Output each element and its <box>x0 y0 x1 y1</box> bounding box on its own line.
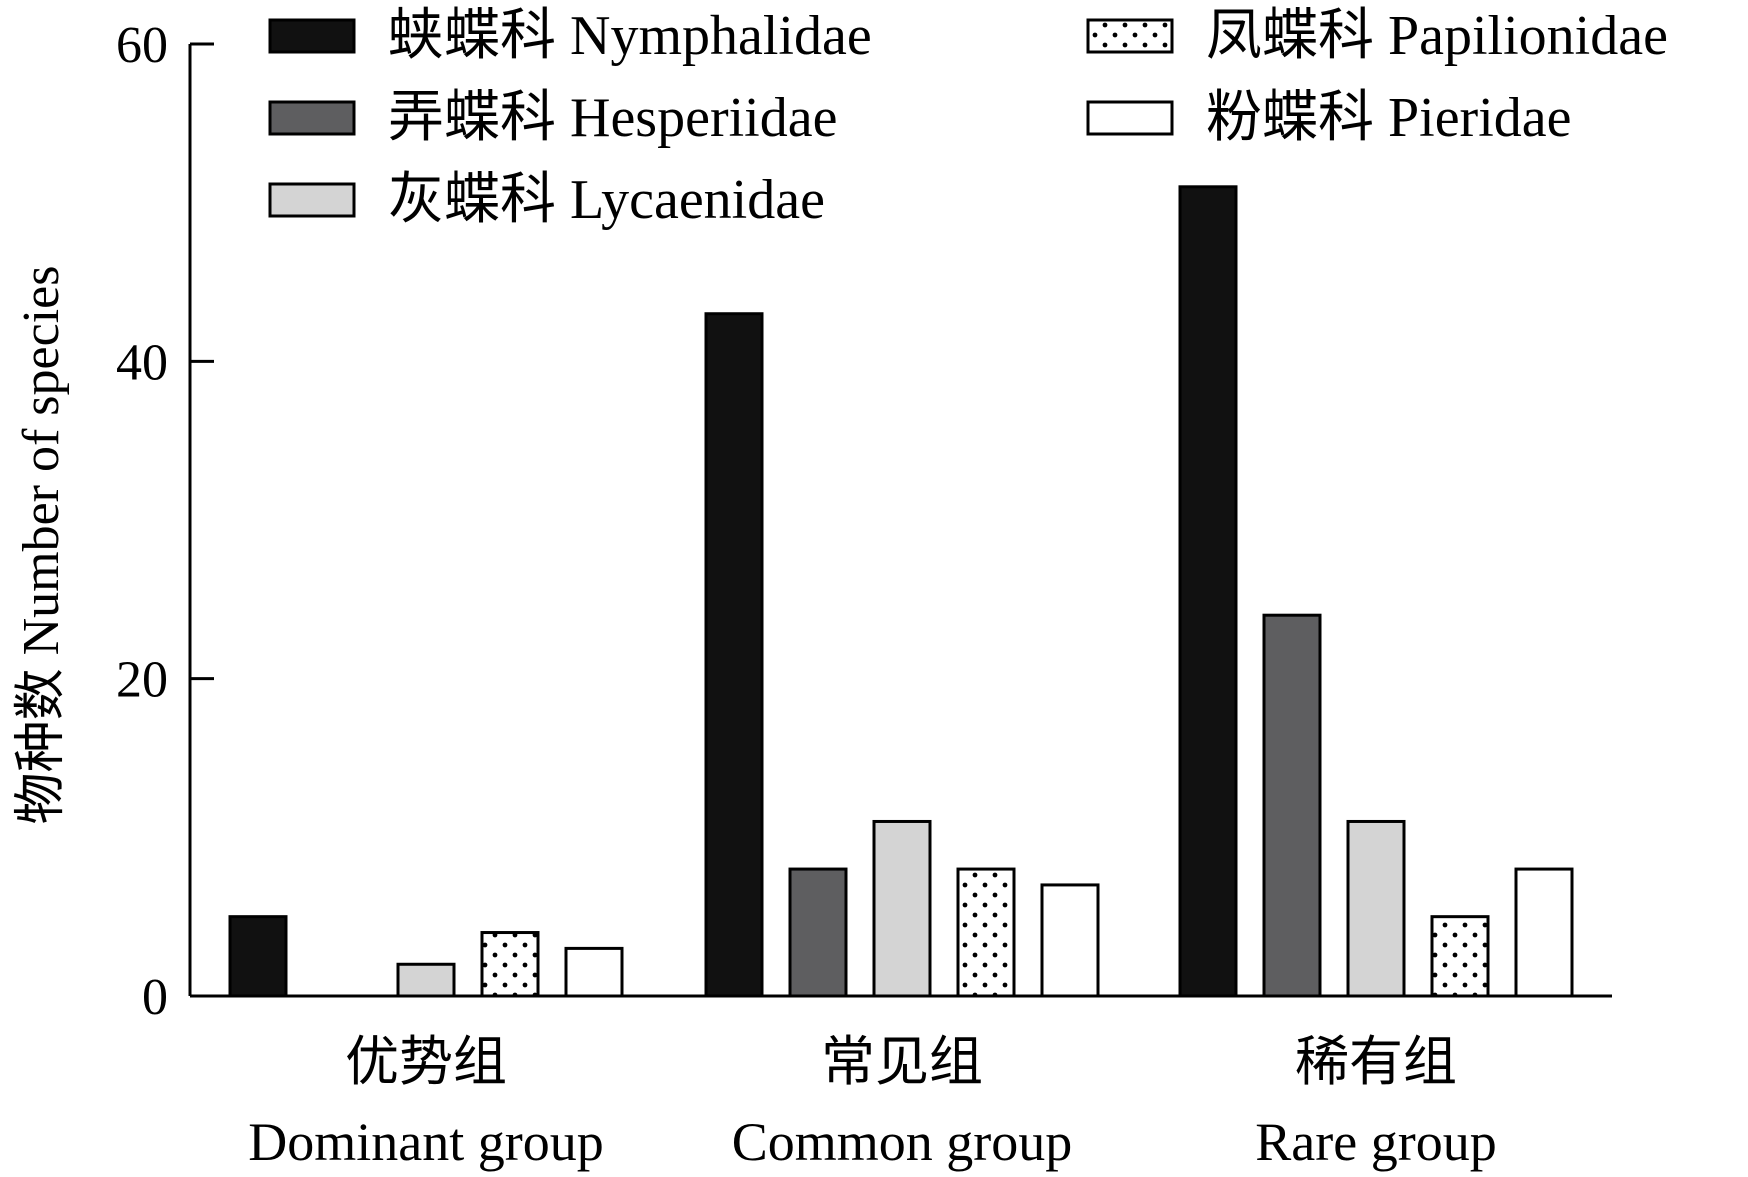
legend-swatch <box>268 100 356 136</box>
bar <box>1346 819 1406 998</box>
bar <box>1040 883 1100 998</box>
bars-layer <box>228 185 1574 998</box>
legend-label: 蛱蝶科 Nymphalidae <box>388 5 872 67</box>
bar <box>480 931 540 998</box>
y-tick-label: 20 <box>116 652 168 709</box>
x-tick-label-zh: 稀有组 <box>1295 1032 1457 1092</box>
legend-label: 粉蝶科 Pieridae <box>1206 87 1571 149</box>
bar <box>872 819 932 998</box>
bar <box>1178 185 1238 998</box>
y-axis-label: 物种数 Number of species <box>13 266 70 825</box>
legend-swatch <box>1086 18 1174 54</box>
y-tick-label: 40 <box>116 334 168 391</box>
axes: 0 20 40 60 优势组 Dominant group 常见组 Common group 稀… <box>116 17 1612 1172</box>
bar <box>228 915 288 998</box>
bar <box>396 962 456 998</box>
y-tick-label: 0 <box>142 969 168 1026</box>
x-tick-label-en: Rare group <box>1255 1112 1496 1172</box>
x-tick-label-zh: 常见组 <box>821 1032 983 1092</box>
bar <box>564 946 624 998</box>
legend-label: 弄蝶科 Hesperiidae <box>388 87 837 149</box>
legend-swatch <box>268 18 356 54</box>
bar <box>1430 915 1490 998</box>
x-tick-label-en: Dominant group <box>248 1112 603 1172</box>
x-tick-label-en: Common group <box>732 1112 1073 1172</box>
bar <box>1262 613 1322 998</box>
bar <box>956 867 1016 998</box>
legend: 蛱蝶科 Nymphalidae 凤蝶科 Papilionidae 弄蝶科 Hespe… <box>268 5 1668 231</box>
legend-swatch <box>1086 100 1174 136</box>
legend-label: 灰蝶科 Lycaenidae <box>388 169 825 231</box>
y-tick-label: 60 <box>116 17 168 74</box>
legend-label: 凤蝶科 Papilionidae <box>1206 5 1668 67</box>
bar <box>1514 867 1574 998</box>
x-tick-label-zh: 优势组 <box>345 1032 507 1092</box>
legend-swatch <box>268 182 356 218</box>
bar <box>704 312 764 998</box>
bar <box>788 867 848 998</box>
